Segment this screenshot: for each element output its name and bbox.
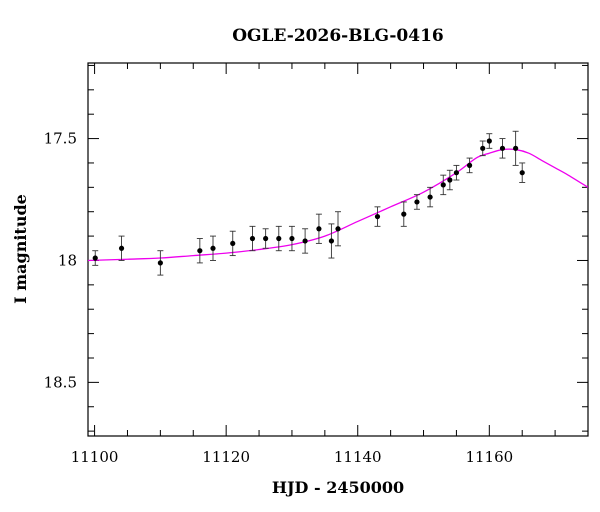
- data-point: [519, 162, 526, 183]
- data-point-marker: [249, 235, 256, 242]
- data-point-marker: [401, 211, 407, 217]
- data-point: [315, 213, 322, 244]
- data-point: [157, 250, 164, 276]
- data-point: [92, 250, 99, 266]
- data-point-marker: [230, 240, 236, 247]
- data-point: [335, 211, 341, 247]
- data-point: [249, 225, 256, 252]
- data-point-marker: [210, 245, 216, 251]
- model-curve-layer: [88, 148, 588, 262]
- data-point-marker: [466, 162, 473, 168]
- data-point: [288, 225, 295, 252]
- data-point-marker: [276, 235, 282, 242]
- data-point-marker: [453, 170, 460, 176]
- data-point: [479, 140, 486, 157]
- data-point-marker: [289, 235, 295, 242]
- data-point-marker: [499, 145, 506, 151]
- data-point-marker: [513, 145, 519, 151]
- y-tick-label: 18.5: [44, 373, 77, 391]
- data-point-marker: [480, 145, 486, 151]
- data-point: [512, 130, 519, 166]
- data-point-marker: [335, 226, 341, 232]
- data-point: [302, 228, 309, 254]
- axis-ticks: [88, 63, 589, 436]
- data-point: [427, 186, 434, 208]
- data-point-marker: [328, 238, 335, 244]
- data-point: [440, 174, 447, 196]
- tick-labels: 11100 11120 11140 11160 17.5 18 18.5: [44, 130, 514, 466]
- data-point: [400, 201, 407, 227]
- data-point-marker: [263, 235, 269, 242]
- data-point: [229, 230, 236, 257]
- data-point-marker: [118, 245, 125, 251]
- data-point: [446, 169, 453, 191]
- data-point-marker: [157, 260, 163, 266]
- data-point: [118, 235, 125, 261]
- data-point-marker: [414, 199, 420, 205]
- data-point: [413, 194, 420, 210]
- x-tick-label: 11140: [334, 448, 382, 466]
- data-point: [374, 206, 381, 227]
- y-axis-label: I magnitude: [11, 194, 30, 304]
- data-point: [262, 228, 269, 249]
- model-curve: [88, 148, 588, 262]
- y-tick-label: 17.5: [44, 130, 77, 148]
- y-tick-label: 18: [58, 251, 77, 269]
- x-tick-label: 11120: [202, 448, 250, 466]
- data-point-marker: [374, 213, 381, 220]
- x-tick-label: 11100: [71, 448, 119, 466]
- data-point-marker: [440, 182, 446, 188]
- data-point: [196, 238, 203, 264]
- plot-frame: [87, 62, 589, 437]
- data-point: [210, 235, 216, 261]
- data-point-marker: [92, 255, 98, 261]
- x-tick-label: 11160: [465, 448, 513, 466]
- data-point-marker: [302, 238, 308, 244]
- data-point: [453, 164, 460, 181]
- data-point-marker: [447, 177, 453, 183]
- x-axis-label: HJD - 2450000: [272, 478, 404, 497]
- data-point: [486, 133, 493, 149]
- data-point-marker: [486, 138, 492, 144]
- data-point-marker: [316, 226, 322, 232]
- data-point-marker: [519, 170, 525, 176]
- data-point: [328, 223, 335, 259]
- data-point: [499, 138, 506, 159]
- data-point-marker: [197, 248, 203, 254]
- data-point: [466, 157, 473, 174]
- data-point-marker: [427, 194, 433, 200]
- chart-title: OGLE-2026-BLG-0416: [232, 26, 444, 46]
- data-points-layer: [92, 130, 526, 276]
- data-point: [275, 225, 282, 252]
